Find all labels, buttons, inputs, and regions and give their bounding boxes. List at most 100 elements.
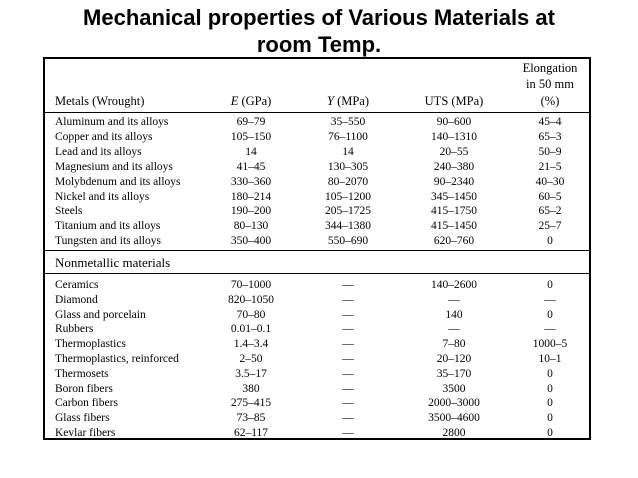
cell-uts: 345–1450: [431, 190, 477, 203]
cell-uts: 620–760: [433, 235, 475, 248]
cell-elongation: 0: [547, 279, 553, 291]
cell-uts: —: [448, 323, 460, 336]
cell-e: 70–1000: [230, 279, 272, 291]
slide-title: Mechanical properties of Various Materia…: [0, 4, 638, 58]
cell-e: 350–400: [230, 235, 272, 248]
cell-elongation: 65–3: [538, 130, 562, 143]
cell-material: Boron fibers: [55, 382, 113, 395]
cell-material: Titanium and its alloys: [55, 220, 161, 233]
cell-material: Rubbers: [55, 323, 94, 336]
cell-y: —: [342, 308, 354, 321]
cell-y: 80–2070: [327, 175, 369, 188]
cell-elongation: 40–30: [535, 175, 565, 188]
cell-material: Thermosets: [55, 367, 109, 380]
title-line-2: room Temp.: [256, 32, 382, 57]
cell-elongation: 0: [547, 308, 553, 321]
cell-elongation: 0: [547, 412, 553, 425]
cell-e: 73–85: [236, 412, 266, 425]
cell-y: —: [342, 367, 354, 380]
header-e-unit: (GPa): [238, 94, 272, 108]
cell-e: 0.01–0.1: [230, 323, 272, 336]
cell-e: 69–79: [236, 116, 266, 128]
header-elong-2: in 50 mm: [526, 77, 574, 91]
cell-y: 105–1200: [325, 190, 371, 203]
header-e: E (GPa): [231, 94, 272, 109]
cell-y: 344–1380: [325, 220, 371, 233]
cell-e: 275–415: [230, 397, 272, 410]
cell-elongation: 21–5: [538, 160, 562, 173]
cell-elongation: 1000–5: [532, 338, 568, 351]
cell-material: Thermoplastics, reinforced: [55, 353, 179, 365]
cell-uts: —: [448, 293, 460, 306]
title-line-1: Mechanical properties of Various Materia…: [83, 5, 555, 30]
cell-y: 35–550: [330, 116, 366, 128]
cell-y: —: [342, 382, 354, 395]
nonmetal-heading: Nonmetallic materials: [55, 255, 171, 270]
cell-e: 41–45: [236, 160, 266, 173]
header-uts: UTS (MPa): [424, 94, 484, 108]
header-elong-1: Elongation: [522, 61, 578, 75]
cell-elongation: —: [544, 293, 556, 306]
cell-material: Diamond: [55, 293, 98, 306]
cell-e: 3.5–17: [235, 367, 267, 380]
cell-material: Aluminum and its alloys: [55, 116, 169, 128]
cell-e: 820–1050: [228, 293, 274, 306]
cell-e: 70–80: [236, 308, 266, 321]
cell-y: —: [342, 338, 354, 351]
header-y: Y (MPa): [327, 94, 369, 109]
cell-material: Kevlar fibers: [55, 427, 116, 439]
cell-y: —: [342, 427, 354, 439]
cell-uts: 240–380: [433, 160, 475, 173]
cell-uts: 90–2340: [433, 175, 475, 188]
cell-uts: 415–1750: [431, 205, 477, 218]
header-elong-3: (%): [540, 94, 560, 108]
cell-elongation: 65–2: [538, 205, 562, 218]
cell-e: 80–130: [233, 220, 269, 233]
cell-material: Glass and porcelain: [55, 308, 146, 321]
cell-e: 180–214: [230, 190, 272, 203]
cell-material: Steels: [55, 205, 83, 218]
cell-e: 380: [242, 382, 260, 395]
cell-material: Glass fibers: [55, 412, 110, 425]
cell-material: Magnesium and its alloys: [55, 160, 173, 173]
section-rule-bottom: [45, 273, 589, 274]
cell-elongation: 60–5: [538, 190, 562, 203]
cell-material: Copper and its alloys: [55, 130, 153, 143]
cell-material: Carbon fibers: [55, 397, 118, 410]
header-metals: Metals (Wrought): [55, 94, 145, 108]
cell-material: Lead and its alloys: [55, 145, 142, 158]
cell-uts: 140–1310: [431, 130, 477, 143]
cell-uts: 2000–3000: [428, 397, 480, 410]
cell-y: —: [342, 293, 354, 306]
cell-y: 76–1100: [328, 130, 368, 143]
cell-y: —: [342, 279, 354, 291]
header-e-symbol: E: [230, 94, 239, 108]
cell-material: Molybdenum and its alloys: [55, 175, 181, 188]
section-rule-top: [45, 250, 589, 251]
cell-uts: 20–120: [436, 353, 472, 365]
cell-e: 14: [245, 145, 257, 158]
cell-elongation: 0: [547, 382, 553, 395]
cell-elongation: 25–7: [538, 220, 562, 233]
cell-elongation: 10–1: [538, 353, 562, 365]
properties-table-frame: [43, 57, 591, 440]
cell-elongation: —: [544, 323, 556, 336]
cell-elongation: 45–4: [538, 116, 562, 128]
cell-uts: 140: [445, 308, 463, 321]
cell-elongation: 0: [547, 397, 553, 410]
cell-y: 130–305: [327, 160, 369, 173]
cell-material: Thermoplastics: [55, 338, 126, 351]
cell-uts: 20–55: [439, 145, 469, 158]
cell-y: 550–690: [327, 235, 369, 248]
cell-material: Tungsten and its alloys: [55, 235, 161, 248]
cell-y: 14: [342, 145, 354, 158]
header-y-symbol: Y: [326, 94, 334, 108]
cell-elongation: 0: [547, 235, 553, 248]
cell-elongation: 50–9: [538, 145, 562, 158]
cell-uts: 3500–4600: [428, 412, 480, 425]
cell-e: 62–117: [233, 427, 269, 439]
cell-material: Nickel and its alloys: [55, 190, 150, 203]
cell-y: —: [342, 397, 354, 410]
cell-y: —: [342, 353, 354, 365]
cell-e: 105–150: [230, 130, 272, 143]
